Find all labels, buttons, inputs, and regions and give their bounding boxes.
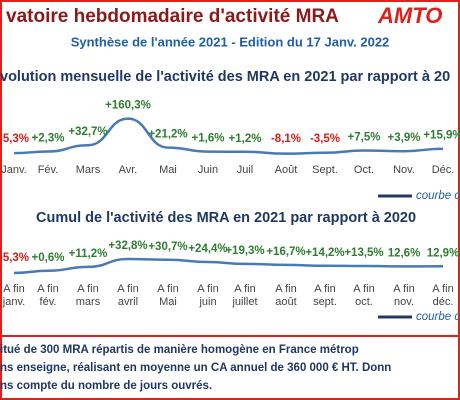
x-tick-label: Mai [159,296,177,308]
data-label: +3,9% [388,132,421,144]
data-line [13,117,444,155]
data-label: +14,2% [305,247,344,259]
footer-line: ns enseigne, réalisant en moyenne un CA … [0,362,391,374]
logo: AMTO [377,3,442,28]
x-tick-label: Août [275,164,298,176]
x-tick-label: mars [76,296,101,308]
x-tick-label: Avr. [119,164,138,176]
data-label: +32,7% [68,126,107,138]
legend-label: courbe c [416,311,460,323]
data-label: 12,9% [427,247,460,259]
data-label: +30,7% [148,241,187,253]
data-label: +24,4% [188,243,227,255]
x-tick-label: Mai [159,164,177,176]
x-tick-label: Nov. [393,164,415,176]
data-label: +1,6% [192,133,225,145]
chart-title: volution mensuelle de l'activité des MRA… [0,69,450,85]
x-tick-label: A fin [3,283,24,295]
legend-label: courbe c [416,190,460,202]
x-tick-label: Mars [76,164,101,176]
x-tick-label: A fin [314,283,335,295]
x-tick-label: avril [118,296,138,308]
subtitle: Synthèse de l'année 2021 - Edition du 17… [71,34,390,49]
data-label: +160,3% [105,100,151,112]
chart-title: Cumul de l'activité des MRA en 2021 par … [36,210,416,226]
data-label: -8,1% [271,133,301,145]
x-tick-label: Sept. [312,164,338,176]
x-tick-label: juillet [231,296,257,308]
x-tick-label: A fin [77,283,98,295]
data-label: +7,5% [348,131,381,143]
data-label: +13,5% [344,247,383,259]
x-tick-label: Oct. [354,164,374,176]
x-tick-label: sept. [313,296,337,308]
x-tick-label: A fin [432,283,453,295]
x-tick-label: oct. [355,296,373,308]
data-label: +2,3% [32,133,65,145]
x-tick-label: Juin [198,164,218,176]
x-tick-label: A fin [37,283,58,295]
x-tick-label: A fin [353,283,374,295]
data-label: +16,7% [266,246,305,258]
x-tick-label: juin [198,296,216,308]
data-label: +21,2% [148,129,187,141]
x-tick-label: août [275,296,296,308]
data-label: +11,2% [69,248,108,260]
x-tick-label: Fév. [38,164,59,176]
x-tick-label: Juil [237,164,254,176]
x-tick-label: nov. [394,296,414,308]
data-label: +19,3% [225,245,264,257]
footer-line: ns compte du nombre de jours ouvrés. [0,380,212,392]
x-tick-label: fév. [40,296,57,308]
x-tick-label: Janv. [1,164,26,176]
page-title: vatoire hebdomadaire d'activité MRA [6,6,339,27]
data-label: +15,9% [423,130,460,142]
x-tick-label: Déc. [432,164,455,176]
data-label: -5,3% [0,252,29,264]
data-label: +32,8% [108,240,147,252]
data-line [13,257,444,275]
data-label: -3,5% [310,133,340,145]
x-tick-label: A fin [393,283,414,295]
x-tick-label: A fin [117,283,138,295]
data-label: -5,3% [0,133,29,145]
x-tick-label: janv. [2,296,25,308]
data-label: 12,6% [388,247,421,259]
data-label: +0,6% [32,252,65,264]
footer-line: itué de 300 MRA répartis de manière homo… [0,344,359,356]
x-tick-label: déc. [433,296,454,308]
x-tick-label: A fin [275,283,296,295]
data-label: +1,2% [229,133,262,145]
x-tick-label: A fin [234,283,255,295]
x-tick-label: A fin [197,283,218,295]
x-tick-label: A fin [157,283,178,295]
